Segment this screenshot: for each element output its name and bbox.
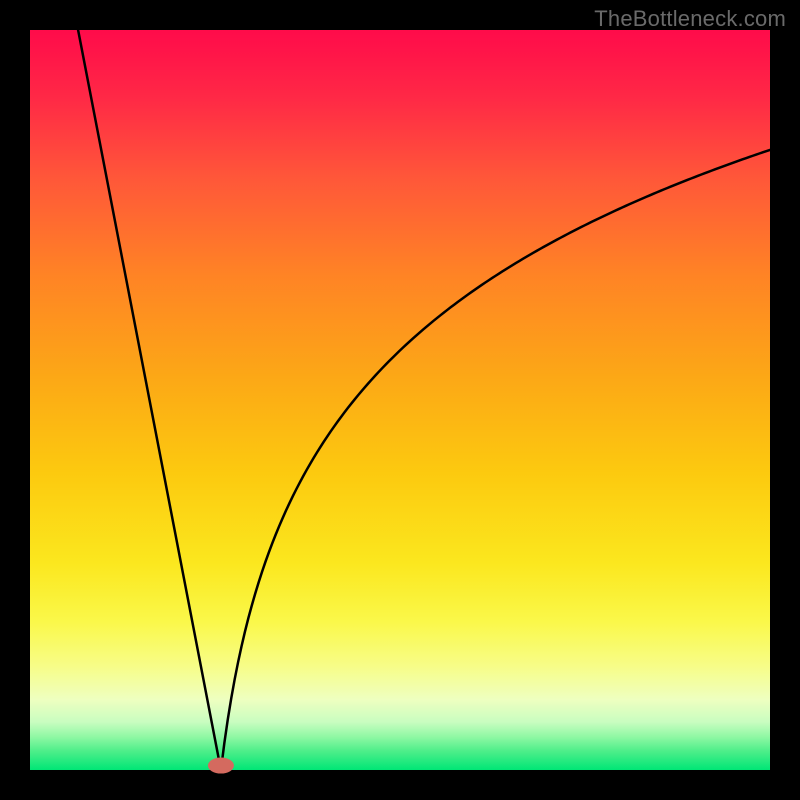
minimum-marker xyxy=(208,758,234,774)
plot-gradient-background xyxy=(30,30,770,770)
chart-svg xyxy=(0,0,800,800)
watermark-text: TheBottleneck.com xyxy=(594,6,786,32)
chart-wrapper: TheBottleneck.com xyxy=(0,0,800,800)
